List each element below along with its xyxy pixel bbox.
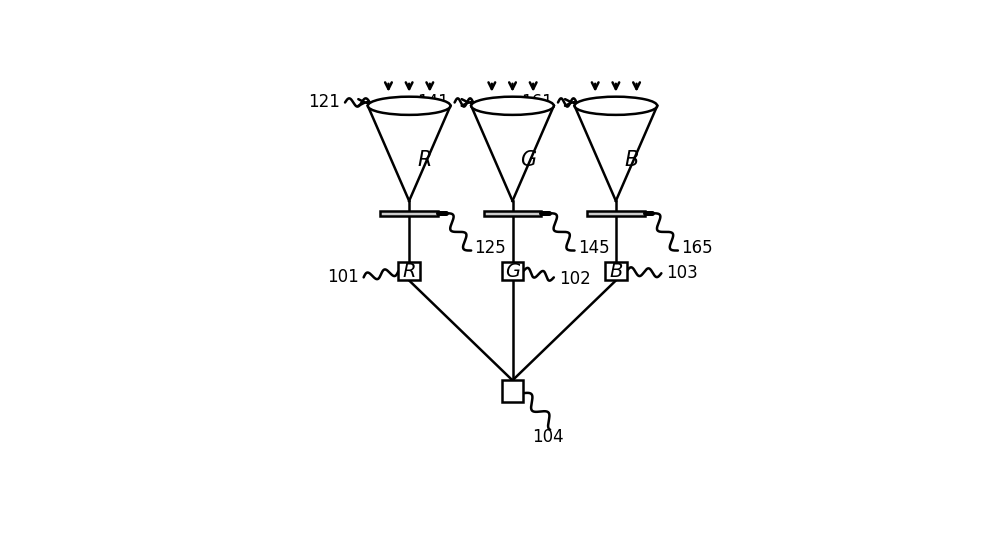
Bar: [605, 262, 627, 280]
Bar: [398, 262, 420, 280]
Bar: [380, 211, 438, 216]
Text: 165: 165: [681, 240, 713, 257]
Bar: [502, 262, 523, 280]
Ellipse shape: [575, 97, 657, 115]
Text: 125: 125: [474, 240, 506, 257]
Text: 101: 101: [327, 268, 359, 286]
Ellipse shape: [368, 97, 450, 115]
Text: 103: 103: [666, 264, 698, 282]
Text: 102: 102: [559, 271, 591, 288]
Text: R: R: [402, 262, 416, 281]
Text: G: G: [505, 262, 520, 281]
Text: 161: 161: [521, 93, 553, 112]
Text: 121: 121: [308, 93, 340, 112]
Text: R: R: [418, 149, 432, 170]
Text: 145: 145: [578, 240, 609, 257]
Bar: [484, 211, 541, 216]
Text: B: B: [609, 262, 623, 281]
Text: G: G: [520, 149, 536, 170]
Bar: [587, 211, 645, 216]
Text: 104: 104: [532, 427, 563, 446]
Text: B: B: [624, 149, 639, 170]
Ellipse shape: [471, 97, 554, 115]
Text: 141: 141: [417, 93, 449, 112]
Bar: [502, 380, 523, 402]
